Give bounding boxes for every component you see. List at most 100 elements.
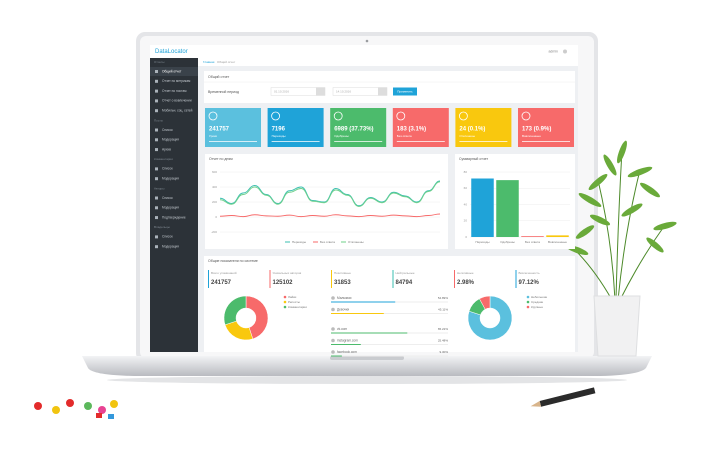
- stat-value: 97.12%: [519, 280, 540, 286]
- panel-title: Общий отчет: [208, 75, 230, 79]
- stat-label: Уникальных авторов: [273, 271, 302, 275]
- row-icon: [331, 327, 335, 331]
- stat-label: Вовлеченность: [519, 271, 541, 275]
- stat-value: 2.98%: [457, 280, 475, 286]
- card-value: 6989 (37.73%): [334, 127, 373, 133]
- x-tick-label: Вовлеченные: [548, 240, 567, 244]
- shadow: [107, 376, 627, 384]
- summary-panel: [204, 256, 575, 352]
- y-tick-label: 20: [464, 219, 468, 223]
- bar: [496, 180, 519, 237]
- breadcrumb-item: Общий отчет: [217, 60, 236, 64]
- sidebar-item[interactable]: Мобильн. соц. сетей: [162, 109, 193, 113]
- x-tick-label: Без ответа: [525, 240, 540, 244]
- sidebar-icon: [155, 148, 158, 152]
- row-label: facebook.com: [337, 350, 357, 354]
- card-value: 7196: [272, 127, 286, 133]
- date-value: 01.10.2016: [274, 89, 289, 93]
- stat-value: 84794: [396, 280, 413, 286]
- apply-button-label: Применить: [397, 89, 413, 93]
- card-icon: [208, 111, 218, 121]
- chart-title: Отчет по дням: [209, 157, 233, 161]
- card-label: Уроки: [209, 134, 217, 138]
- sidebar-item[interactable]: Список: [162, 167, 173, 171]
- user-avatar[interactable]: [563, 49, 567, 54]
- card-label: Переходы: [272, 134, 286, 138]
- sidebar: [150, 58, 198, 352]
- row-label: Девочки: [337, 307, 349, 311]
- stat-label: Позитивные: [334, 271, 351, 275]
- sidebar-item[interactable]: Модерация: [162, 177, 179, 181]
- stat-label: Всего упоминаний: [211, 271, 237, 275]
- legend-dot: [283, 305, 287, 309]
- card-icon: [458, 111, 468, 121]
- donut-segment: [467, 295, 513, 341]
- bar: [546, 235, 569, 237]
- y-tick-label: 40: [464, 202, 468, 206]
- calendar-button[interactable]: [316, 87, 325, 96]
- sidebar-header: Отчеты: [154, 60, 164, 64]
- card-label: Одобрены: [334, 134, 349, 138]
- sidebar-icon: [155, 89, 158, 93]
- calendar-button[interactable]: [378, 87, 387, 96]
- sidebar-icon: [155, 177, 158, 181]
- camera: [365, 39, 369, 43]
- card-progress: [522, 141, 570, 142]
- donut-segment: [479, 295, 491, 310]
- sidebar-item[interactable]: Отчет о вовлечении: [162, 99, 192, 103]
- donut-segment: [223, 295, 247, 326]
- card-icon: [521, 111, 531, 121]
- plant: [565, 140, 677, 357]
- x-tick-label: Одобрены: [500, 240, 515, 244]
- sidebar-header: Авторы: [154, 186, 164, 190]
- sidebar-item[interactable]: Модерация: [162, 138, 179, 142]
- sidebar-item[interactable]: Список: [162, 128, 173, 132]
- card-progress: [459, 141, 508, 142]
- legend-label: Без ответа: [320, 240, 335, 244]
- stat-card: [455, 108, 512, 147]
- stat-card: [330, 108, 387, 147]
- sidebar-item[interactable]: Отчет по метрикам: [162, 79, 190, 83]
- y-tick-label: -200: [211, 230, 217, 234]
- sidebar-item[interactable]: Отчет по постам: [162, 89, 186, 93]
- stat-accent: [331, 270, 332, 288]
- card-value: 173 (0.9%): [522, 127, 551, 133]
- stat-card: [392, 108, 449, 147]
- sidebar-item[interactable]: Общий отчет: [162, 69, 182, 73]
- sidebar-item[interactable]: Архив: [162, 147, 171, 151]
- progress-bar: [331, 332, 408, 334]
- row-icon: [331, 307, 335, 312]
- sidebar-icon: [155, 138, 158, 142]
- progress-track: [331, 344, 448, 345]
- bar: [521, 236, 544, 237]
- sidebar-item[interactable]: Модерация: [162, 206, 179, 210]
- breadcrumb-item[interactable]: Главная: [203, 60, 215, 64]
- sidebar-item[interactable]: Список: [162, 196, 173, 200]
- sidebar-item[interactable]: Список: [162, 235, 173, 239]
- donut-segment: [245, 295, 269, 340]
- sidebar-header: Владельцы: [154, 225, 170, 229]
- progress-track: [331, 313, 448, 314]
- x-tick-label: Переходы: [475, 240, 489, 244]
- legend-label: Репосты: [288, 300, 300, 304]
- sidebar-icon: [155, 206, 158, 210]
- sidebar-item[interactable]: Модерация: [162, 245, 179, 249]
- stat-card: [267, 108, 324, 147]
- y-tick-label: 200: [212, 200, 217, 204]
- sidebar-icon: [155, 245, 158, 249]
- sidebar-item[interactable]: Подтверждение: [162, 215, 186, 219]
- sidebar-active: [150, 67, 198, 76]
- panel-title: Общие показатели по системе: [208, 259, 258, 263]
- legend-dot: [283, 295, 287, 299]
- row-icon: [331, 350, 335, 354]
- y-tick-label: 600: [212, 170, 217, 174]
- legend-label: Крупные: [531, 305, 543, 309]
- stat-accent: [269, 270, 271, 288]
- y-tick-label: 0: [215, 215, 217, 219]
- legend-label: Небольшие: [531, 295, 548, 299]
- apply-button[interactable]: [393, 87, 417, 96]
- card-progress: [271, 141, 320, 142]
- filter-panel: [204, 71, 575, 103]
